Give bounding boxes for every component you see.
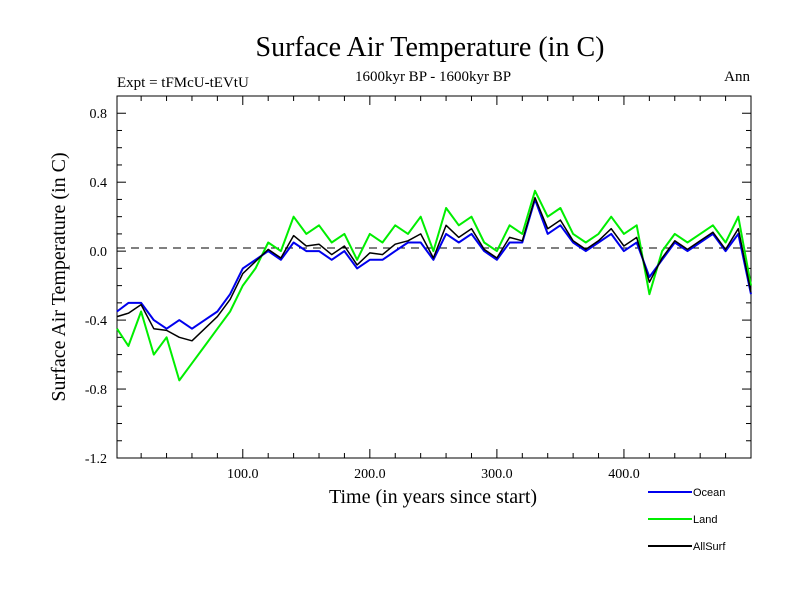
season-label: Ann: [724, 69, 750, 85]
y-tick-label: -0.4: [85, 314, 107, 329]
legend: Ocean Land AllSurf: [648, 487, 726, 553]
y-tick-label: -0.8: [85, 383, 107, 398]
x-axis-ticks: 100.0 200.0 300.0 400.0: [140, 96, 727, 482]
y-tick-label: -1.2: [85, 452, 107, 467]
series-line-ocean: [116, 198, 752, 330]
y-tick-label: 0.0: [90, 245, 108, 260]
x-axis-label: Time (in years since start): [329, 486, 537, 508]
y-tick-label: 0.4: [90, 176, 108, 191]
x-tick-label: 400.0: [608, 467, 640, 482]
legend-label-land: Land: [693, 514, 717, 526]
series-lines: [116, 189, 752, 382]
legend-label-allsurf: AllSurf: [693, 541, 726, 553]
y-axis-label: Surface Air Temperature (in C): [48, 152, 70, 401]
period-label: 1600kyr BP - 1600kyr BP: [355, 69, 511, 85]
series-line-allsurf: [116, 196, 752, 342]
y-axis-ticks: -1.2 -0.8 -0.4 0.0 0.4 0.8: [85, 95, 751, 467]
y-tick-label: 0.8: [90, 107, 108, 122]
experiment-label: Expt = tFMcU-tEVtU: [117, 75, 249, 91]
x-tick-label: 200.0: [354, 467, 386, 482]
series-line-land: [116, 189, 752, 382]
x-tick-label: 100.0: [227, 467, 259, 482]
x-tick-label: 300.0: [481, 467, 513, 482]
plot-frame: [116, 95, 752, 459]
chart-title: Surface Air Temperature (in C): [256, 32, 605, 63]
legend-label-ocean: Ocean: [693, 487, 725, 499]
